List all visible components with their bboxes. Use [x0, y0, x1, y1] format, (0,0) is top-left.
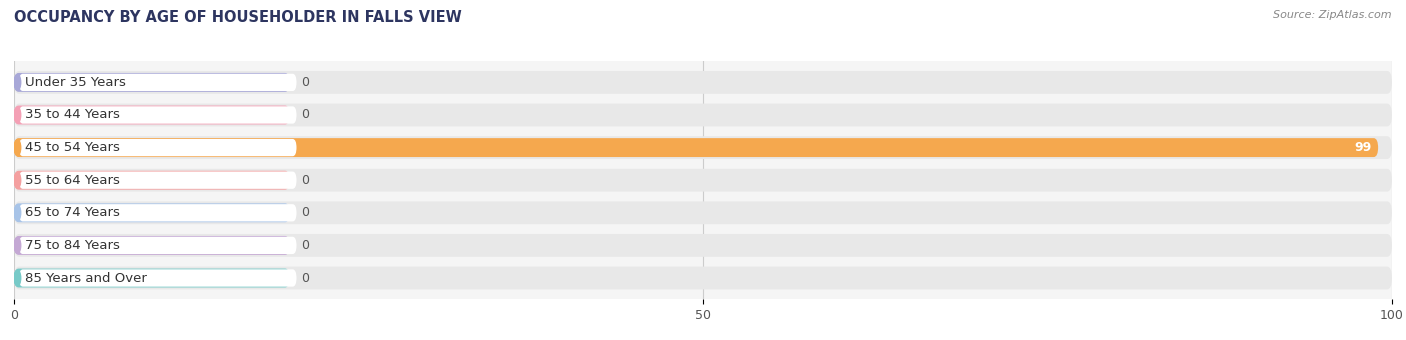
Text: 0: 0 [301, 239, 309, 252]
Text: 0: 0 [301, 76, 309, 89]
FancyBboxPatch shape [14, 269, 290, 287]
FancyBboxPatch shape [14, 104, 1392, 126]
Text: 65 to 74 Years: 65 to 74 Years [25, 206, 121, 219]
Text: 0: 0 [301, 272, 309, 285]
FancyBboxPatch shape [14, 105, 290, 124]
Circle shape [14, 140, 21, 155]
FancyBboxPatch shape [14, 203, 290, 222]
FancyBboxPatch shape [18, 204, 297, 221]
Text: Source: ZipAtlas.com: Source: ZipAtlas.com [1274, 10, 1392, 20]
FancyBboxPatch shape [14, 267, 1392, 289]
Circle shape [14, 172, 21, 188]
FancyBboxPatch shape [14, 201, 1392, 224]
FancyBboxPatch shape [18, 139, 297, 156]
Circle shape [14, 270, 21, 286]
Text: 0: 0 [301, 108, 309, 121]
FancyBboxPatch shape [18, 74, 297, 91]
FancyBboxPatch shape [14, 236, 290, 255]
Text: 45 to 54 Years: 45 to 54 Years [25, 141, 121, 154]
FancyBboxPatch shape [18, 237, 297, 254]
FancyBboxPatch shape [18, 106, 297, 124]
Text: Under 35 Years: Under 35 Years [25, 76, 127, 89]
Text: 0: 0 [301, 206, 309, 219]
Text: 0: 0 [301, 174, 309, 187]
FancyBboxPatch shape [18, 172, 297, 189]
Circle shape [14, 74, 21, 90]
Text: 55 to 64 Years: 55 to 64 Years [25, 174, 121, 187]
FancyBboxPatch shape [18, 269, 297, 287]
FancyBboxPatch shape [14, 136, 1392, 159]
FancyBboxPatch shape [14, 169, 1392, 192]
FancyBboxPatch shape [14, 171, 290, 190]
Text: 75 to 84 Years: 75 to 84 Years [25, 239, 121, 252]
Circle shape [14, 238, 21, 253]
Circle shape [14, 107, 21, 123]
Text: 85 Years and Over: 85 Years and Over [25, 272, 148, 285]
FancyBboxPatch shape [14, 71, 1392, 94]
Text: 99: 99 [1354, 141, 1371, 154]
FancyBboxPatch shape [14, 73, 290, 92]
Circle shape [14, 205, 21, 221]
Text: 35 to 44 Years: 35 to 44 Years [25, 108, 121, 121]
FancyBboxPatch shape [14, 234, 1392, 257]
Text: OCCUPANCY BY AGE OF HOUSEHOLDER IN FALLS VIEW: OCCUPANCY BY AGE OF HOUSEHOLDER IN FALLS… [14, 10, 461, 25]
FancyBboxPatch shape [14, 138, 1378, 157]
